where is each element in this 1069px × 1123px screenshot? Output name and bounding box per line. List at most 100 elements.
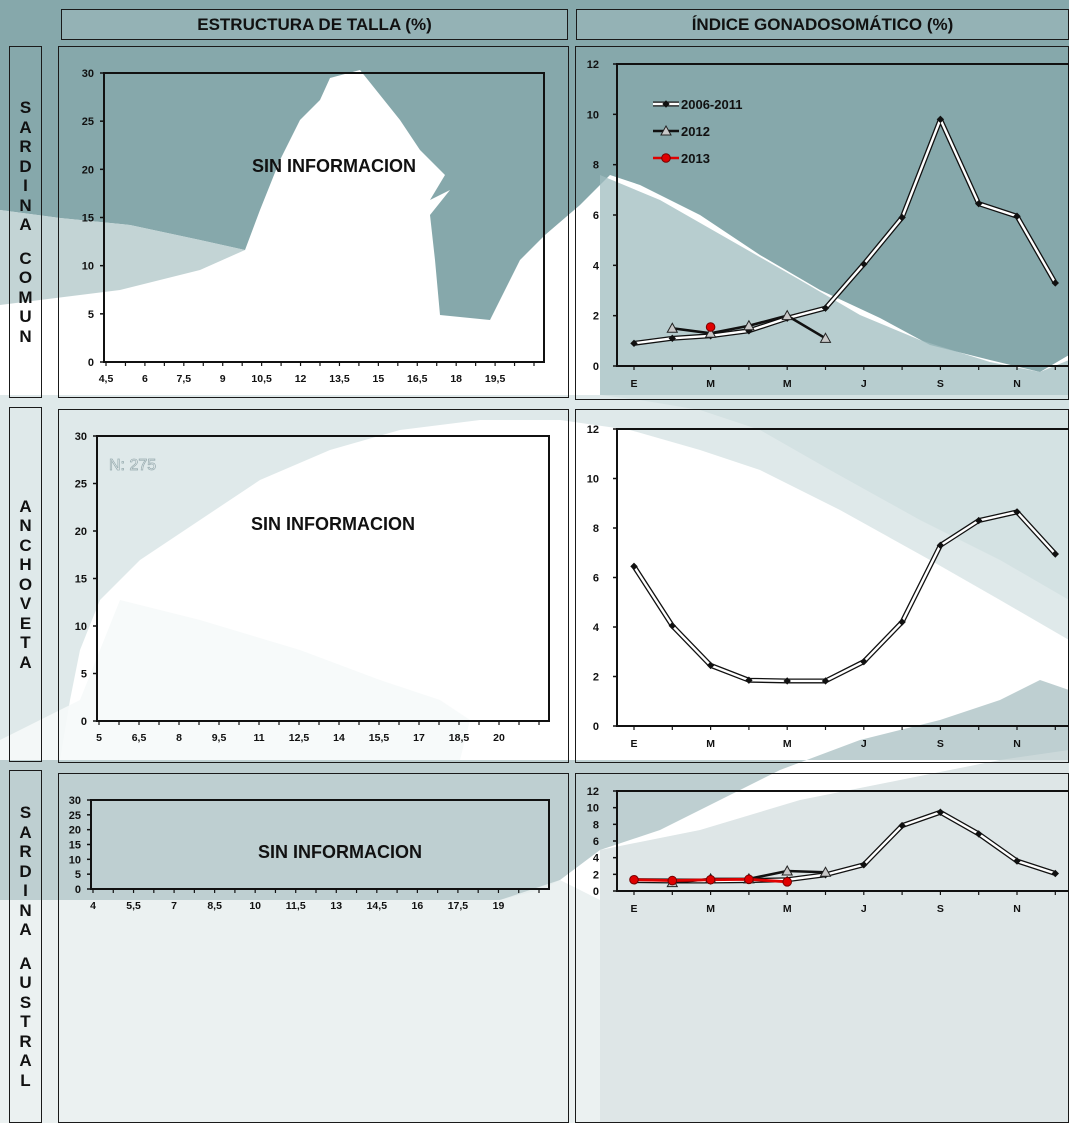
data-point-diamond <box>821 304 830 312</box>
y-tick-label: 25 <box>82 116 94 128</box>
y-tick-label: 12 <box>587 59 599 71</box>
x-tick-label: 8,5 <box>207 900 222 912</box>
y-tick-label: 30 <box>75 431 87 443</box>
data-point-triangle <box>666 322 679 333</box>
data-point-triangle <box>819 332 832 343</box>
x-tick-label: 9,5 <box>212 732 227 744</box>
y-tick-label: 2 <box>593 869 599 881</box>
x-tick-label: N <box>1013 378 1021 390</box>
species-letter: N <box>19 516 32 536</box>
data-point-circle <box>744 874 754 885</box>
species-letter: N <box>19 900 32 920</box>
x-tick-label: M <box>783 378 792 390</box>
panel-talla-anchoveta <box>58 409 569 763</box>
y-tick-label: 10 <box>69 854 81 866</box>
x-tick-label: 11,5 <box>286 900 306 912</box>
y-tick-label: 0 <box>88 357 94 369</box>
y-tick-label: 12 <box>587 424 599 436</box>
y-tick-label: 6 <box>593 210 599 222</box>
plot-area <box>616 790 1069 892</box>
x-tick-label: 5,5 <box>126 900 141 912</box>
y-tick-label: 10 <box>587 109 599 121</box>
header-estructura-talla: ESTRUCTURA DE TALLA (%) <box>61 9 568 40</box>
y-tick-label: 4 <box>593 622 600 634</box>
x-tick-label: 4 <box>90 900 96 912</box>
data-point-triangle <box>743 319 755 331</box>
y-tick-label: 5 <box>88 309 94 321</box>
data-point-diamond <box>662 100 670 108</box>
data-point-diamond <box>974 516 983 525</box>
x-tick-label: 12 <box>295 373 307 385</box>
x-tick-label: M <box>783 738 792 750</box>
species-letter: A <box>19 496 32 516</box>
sample-size-label: N: 275 <box>109 457 156 474</box>
species-letter: O <box>18 574 33 594</box>
x-tick-label: S <box>937 903 944 915</box>
data-point-circle <box>705 874 716 885</box>
no-data-message: SIN INFORMACION <box>258 842 422 862</box>
x-tick-label: E <box>630 378 637 390</box>
y-tick-label: 25 <box>69 810 81 822</box>
species-letter: O <box>18 268 33 287</box>
series-line <box>633 811 1056 883</box>
x-tick-label: 10 <box>249 900 261 912</box>
y-tick-label: 6 <box>593 573 599 585</box>
y-tick-label: 4 <box>593 260 600 272</box>
x-tick-label: 20 <box>493 732 505 744</box>
y-tick-label: 15 <box>75 574 87 586</box>
y-tick-label: 0 <box>81 716 87 728</box>
legend-label: 2006-2011 <box>681 97 742 112</box>
y-tick-label: 20 <box>69 825 81 837</box>
x-tick-label: 13,5 <box>329 373 350 385</box>
data-point-triangle <box>704 327 717 338</box>
data-point-circle <box>667 875 678 886</box>
x-tick-label: 19 <box>493 900 505 912</box>
x-tick-label: 15 <box>373 373 385 385</box>
data-point-diamond <box>860 861 868 869</box>
x-tick-label: E <box>630 903 637 915</box>
y-tick-label: 5 <box>75 869 81 881</box>
x-tick-label: 5 <box>96 732 102 744</box>
x-tick-label: 4,5 <box>99 373 114 385</box>
y-tick-label: 0 <box>593 721 599 733</box>
y-tick-label: 15 <box>82 213 94 225</box>
x-tick-label: 7 <box>171 900 177 912</box>
species-letter: M <box>18 287 33 307</box>
x-tick-label: 9 <box>220 373 226 385</box>
y-tick-label: 0 <box>593 886 599 898</box>
data-point-diamond <box>898 618 906 626</box>
species-letter: I <box>23 176 28 195</box>
no-data-message: SIN INFORMACION <box>252 156 416 176</box>
x-tick-label: J <box>861 738 867 750</box>
data-point-circle <box>629 874 639 885</box>
data-point-diamond <box>706 661 715 670</box>
species-letter: A <box>19 953 32 973</box>
x-tick-label: J <box>861 378 867 390</box>
data-point-circle <box>782 877 793 887</box>
data-point-diamond <box>1013 857 1021 865</box>
data-point-diamond <box>974 830 983 838</box>
y-tick-label: 5 <box>81 669 87 681</box>
y-tick-label: 0 <box>593 361 599 373</box>
x-tick-label: 18,5 <box>449 732 470 744</box>
data-point-diamond <box>630 339 638 348</box>
data-point-triangle <box>781 309 794 321</box>
x-tick-label: 16 <box>412 900 424 912</box>
data-point-diamond <box>668 622 677 630</box>
y-tick-label: 20 <box>82 164 94 176</box>
x-tick-label: 12,5 <box>289 732 310 744</box>
species-letter: C <box>19 248 32 268</box>
y-tick-label: 20 <box>75 526 87 538</box>
x-tick-label: 8 <box>176 732 182 744</box>
species-letter: U <box>19 973 32 992</box>
data-point-diamond <box>668 334 677 343</box>
panel-talla-sardina-comun <box>58 46 569 398</box>
x-tick-label: E <box>630 738 637 750</box>
x-tick-label: 11 <box>253 732 264 744</box>
species-letter: N <box>19 195 32 215</box>
data-point-diamond <box>936 115 945 124</box>
